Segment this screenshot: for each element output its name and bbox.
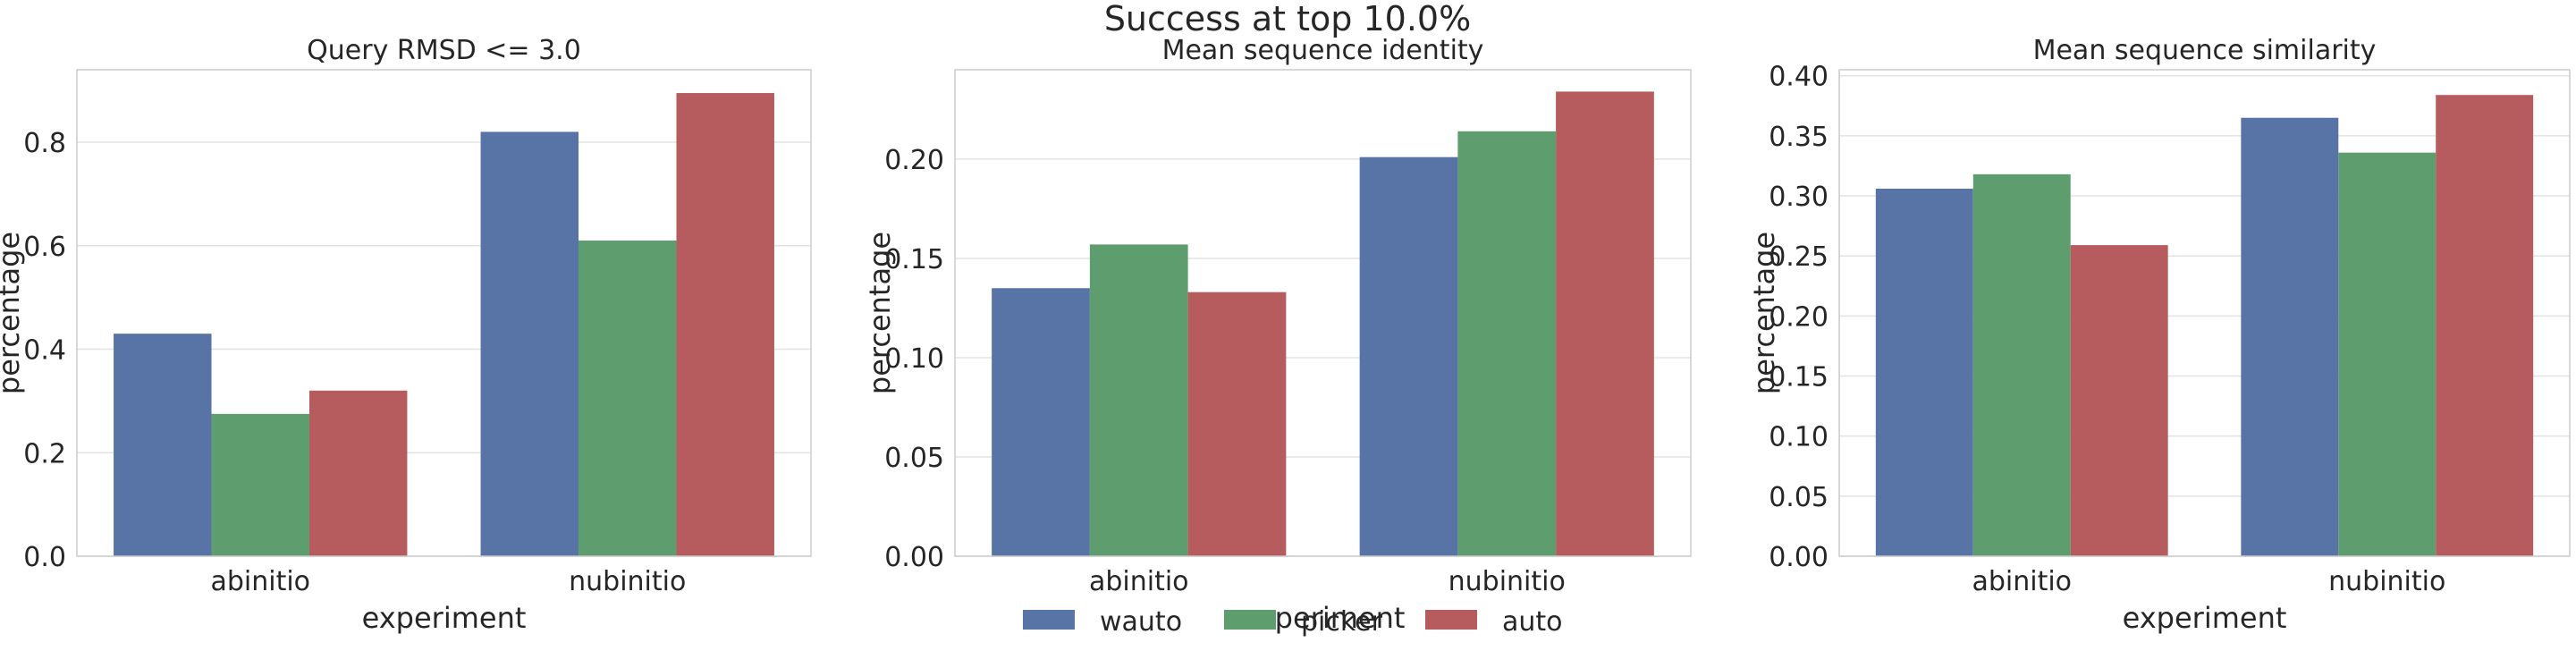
chart-title: Mean sequence identity [1162, 35, 1484, 66]
chart-panel-2: 0.00 0.05 0.10 0.15 0.20 abinitio nubinitio Mea… [863, 35, 1692, 635]
y-tick-label: 0.25 [1769, 241, 1829, 273]
bar-auto-abinitio [1187, 292, 1287, 556]
x-tick-label: abinitio [1089, 566, 1189, 597]
bar-auto-nubinitio [676, 93, 774, 557]
y-axis-label: percentage [0, 232, 26, 394]
y-tick-label: 0.15 [1769, 362, 1829, 393]
chart-panels: 0.0 0.2 0.4 0.6 0.8 abinitio nubinitio Query RM… [0, 35, 2571, 635]
x-axis-label: experiment [2123, 601, 2287, 635]
x-axis-label: experiment [362, 601, 527, 635]
legend-label-auto: auto [1502, 606, 1563, 638]
legend-swatch-picker [1224, 610, 1276, 630]
bar-picker-nubinitio [2338, 152, 2437, 556]
y-tick-label: 0.05 [1769, 482, 1829, 513]
bar-wauto-nubinitio [480, 131, 579, 556]
legend-swatch-wauto [1023, 610, 1075, 630]
y-tick-label: 0.6 [23, 232, 66, 263]
bar-wauto-abinitio [1875, 188, 1973, 556]
plot-frame [76, 69, 812, 557]
y-tick-label: 0.10 [884, 343, 944, 375]
chart-title: Query RMSD <= 3.0 [307, 35, 581, 66]
y-tick-label: 0.20 [884, 145, 944, 176]
bar-wauto-abinitio [114, 334, 212, 556]
chart-panel-3: 0.00 0.05 0.10 0.15 0.20 0.25 0.30 0.35 0.40 abin… [1747, 35, 2571, 635]
bar-picker-abinitio [1972, 173, 2071, 556]
y-tick-label: 0.10 [1769, 422, 1829, 453]
y-tick-label: 0.05 [884, 443, 944, 474]
y-tick-label: 0.40 [1769, 62, 1829, 93]
x-tick-label: nubinitio [569, 566, 686, 597]
bar-picker-nubinitio [1457, 131, 1557, 557]
bar-auto-abinitio [2070, 245, 2168, 556]
y-tick-label: 0.0 [23, 542, 66, 573]
legend-label-wauto: wauto [1100, 606, 1182, 638]
y-tick-label: 0.2 [23, 438, 66, 469]
bar-wauto-abinitio [992, 288, 1090, 556]
y-tick-label: 0.8 [23, 128, 66, 159]
y-tick-label: 0.00 [884, 542, 944, 573]
y-tick-label: 0.30 [1769, 182, 1829, 213]
bar-wauto-nubinitio [2241, 117, 2339, 556]
chart-panel-1: 0.0 0.2 0.4 0.6 0.8 abinitio nubinitio Query RM… [0, 35, 812, 635]
figure-title: Success at top 10.0% [1104, 0, 1471, 38]
y-tick-label: 0.15 [884, 244, 944, 275]
bar-auto-nubinitio [2436, 95, 2534, 557]
legend: wauto picker auto [1023, 606, 1563, 638]
legend-swatch-auto [1425, 610, 1477, 630]
x-tick-label: abinitio [1972, 566, 2072, 597]
bar-picker-nubinitio [579, 240, 677, 556]
y-tick-label: 0.4 [23, 335, 66, 367]
y-axis-label: percentage [1747, 232, 1781, 394]
y-tick-label: 0.35 [1769, 122, 1829, 153]
bar-picker-abinitio [1089, 244, 1188, 556]
y-axis-label: percentage [863, 232, 897, 394]
bar-auto-nubinitio [1556, 91, 1654, 556]
x-tick-label: abinitio [210, 566, 310, 597]
bar-auto-abinitio [308, 390, 408, 556]
plot-frame [1838, 69, 2571, 557]
chart-title: Mean sequence similarity [2033, 35, 2377, 66]
y-tick-label: 0.20 [1769, 301, 1829, 333]
y-tick-label: 0.00 [1769, 542, 1829, 573]
bar-wauto-nubinitio [1359, 156, 1458, 557]
x-tick-label: nubinitio [1448, 566, 1566, 597]
legend-label-picker: picker [1301, 606, 1383, 638]
x-tick-label: nubinitio [2328, 566, 2445, 597]
bar-picker-abinitio [211, 413, 309, 556]
plot-frame [954, 69, 1692, 557]
